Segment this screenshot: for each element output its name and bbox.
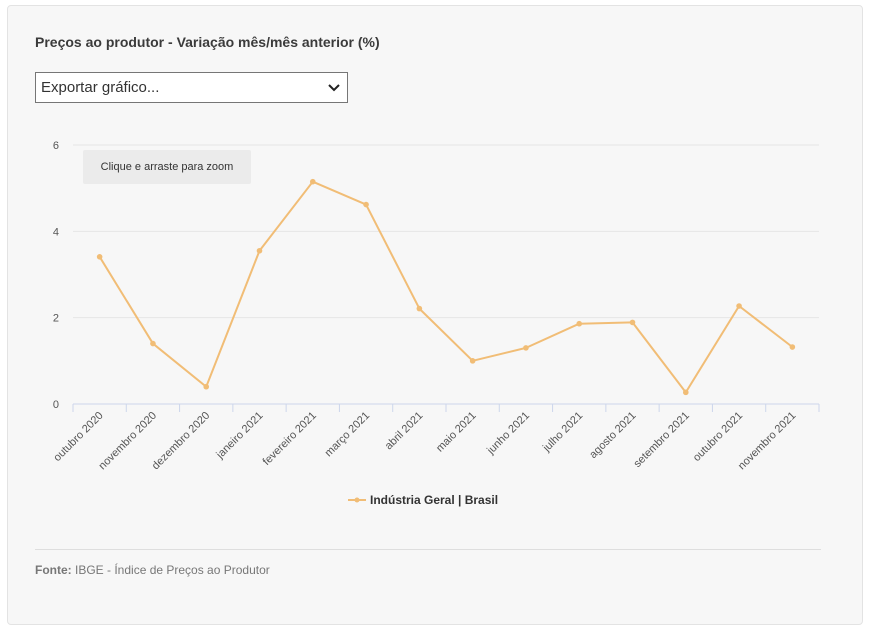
chart-card [7, 5, 863, 625]
data-point[interactable] [469, 358, 476, 364]
legend-item[interactable]: Indústria Geral | Brasil [348, 493, 498, 507]
source-label: Fonte: [35, 563, 72, 577]
data-point[interactable] [150, 340, 156, 347]
x-tick-label: outubro 2021 [691, 410, 745, 464]
x-tick-label: dezembro 2020 [150, 410, 213, 473]
chart-title: Preços ao produtor - Variação mês/mês an… [35, 34, 380, 50]
x-tick-label: janeiro 2021 [214, 410, 266, 462]
legend-marker [348, 497, 366, 503]
data-point[interactable] [309, 178, 316, 185]
x-tick-label: fevereiro 2021 [261, 410, 319, 468]
zoom-hint: Clique e arraste para zoom [83, 150, 251, 184]
export-select-value: Exportar gráfico... [41, 79, 160, 96]
x-tick-label: setembro 2021 [632, 410, 692, 470]
data-point[interactable] [789, 344, 796, 350]
x-tick-label: julho 2021 [540, 410, 585, 455]
export-chart-select[interactable]: Exportar gráfico... [35, 72, 348, 103]
x-tick-label: maio 2021 [434, 410, 479, 455]
x-tick-label: outubro 2020 [51, 410, 105, 464]
y-tick-label: 2 [53, 313, 59, 325]
data-point[interactable] [416, 305, 423, 312]
data-point[interactable] [203, 383, 210, 390]
series-line [98, 180, 793, 394]
x-tick-label: junho 2021 [484, 410, 532, 458]
data-point[interactable] [629, 319, 636, 326]
y-tick-label: 0 [53, 399, 59, 411]
legend-label: Indústria Geral | Brasil [370, 493, 499, 507]
x-tick-label: março 2021 [323, 410, 373, 460]
x-tick-label: abril 2021 [383, 410, 426, 453]
source-note: Fonte: IBGE - Índice de Preços ao Produt… [35, 563, 270, 577]
chevron-down-icon [328, 84, 340, 92]
data-point[interactable] [96, 254, 103, 260]
data-point[interactable] [576, 320, 583, 327]
source-text: IBGE - Índice de Preços ao Produtor [75, 563, 270, 577]
divider [35, 549, 821, 550]
x-tick-label: novembro 2021 [736, 410, 799, 473]
data-point[interactable] [523, 345, 529, 351]
y-tick-label: 6 [53, 140, 59, 152]
data-point[interactable] [363, 201, 369, 208]
data-point[interactable] [682, 389, 689, 396]
y-tick-label: 4 [53, 226, 59, 238]
data-point[interactable] [256, 247, 263, 254]
x-tick-label: agosto 2021 [587, 410, 638, 461]
data-point[interactable] [736, 303, 742, 309]
